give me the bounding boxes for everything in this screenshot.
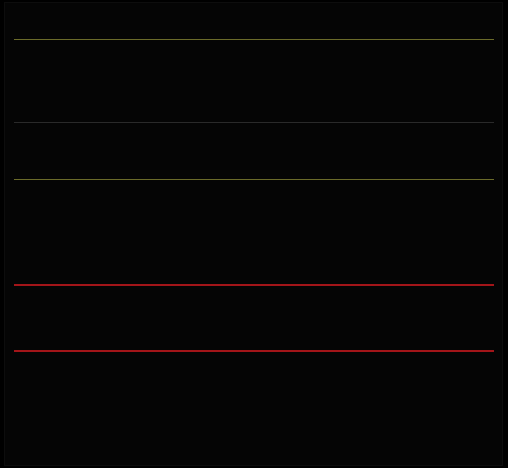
- row-separator: [14, 179, 494, 180]
- report-row: [14, 99, 494, 109]
- report-row: [14, 355, 494, 365]
- row-separator: [14, 350, 494, 352]
- report-row: [14, 193, 494, 203]
- report-row: [14, 89, 494, 99]
- report-row: [14, 391, 494, 401]
- report-row: [14, 109, 494, 119]
- report-row: [14, 239, 494, 249]
- report-row: [14, 146, 494, 156]
- report-frame: [4, 2, 503, 466]
- report-rows: [14, 16, 494, 411]
- report-row: [14, 223, 494, 233]
- report-row: [14, 381, 494, 391]
- row-separator: [14, 284, 494, 286]
- report-row: [14, 315, 494, 325]
- report-row: [14, 126, 494, 136]
- report-row: [14, 249, 494, 259]
- report-row: [14, 401, 494, 411]
- row-separator: [14, 39, 494, 40]
- report-row: [14, 26, 494, 36]
- report-row: [14, 53, 494, 63]
- report-row: [14, 183, 494, 193]
- report-row: [14, 136, 494, 146]
- report-row: [14, 63, 494, 73]
- report-row: [14, 299, 494, 309]
- report-row: [14, 325, 494, 335]
- row-separator: [14, 122, 494, 123]
- report-row: [14, 371, 494, 381]
- report-row: [14, 289, 494, 299]
- report-row: [14, 43, 494, 53]
- report-row: [14, 269, 494, 279]
- report-row: [14, 166, 494, 176]
- report-row: [14, 156, 494, 166]
- report-row: [14, 79, 494, 89]
- report-header: [14, 4, 494, 14]
- report-row: [14, 203, 494, 213]
- report-row: [14, 259, 494, 269]
- report-row: [14, 16, 494, 26]
- report-row: [14, 335, 494, 345]
- report-row: [14, 213, 494, 223]
